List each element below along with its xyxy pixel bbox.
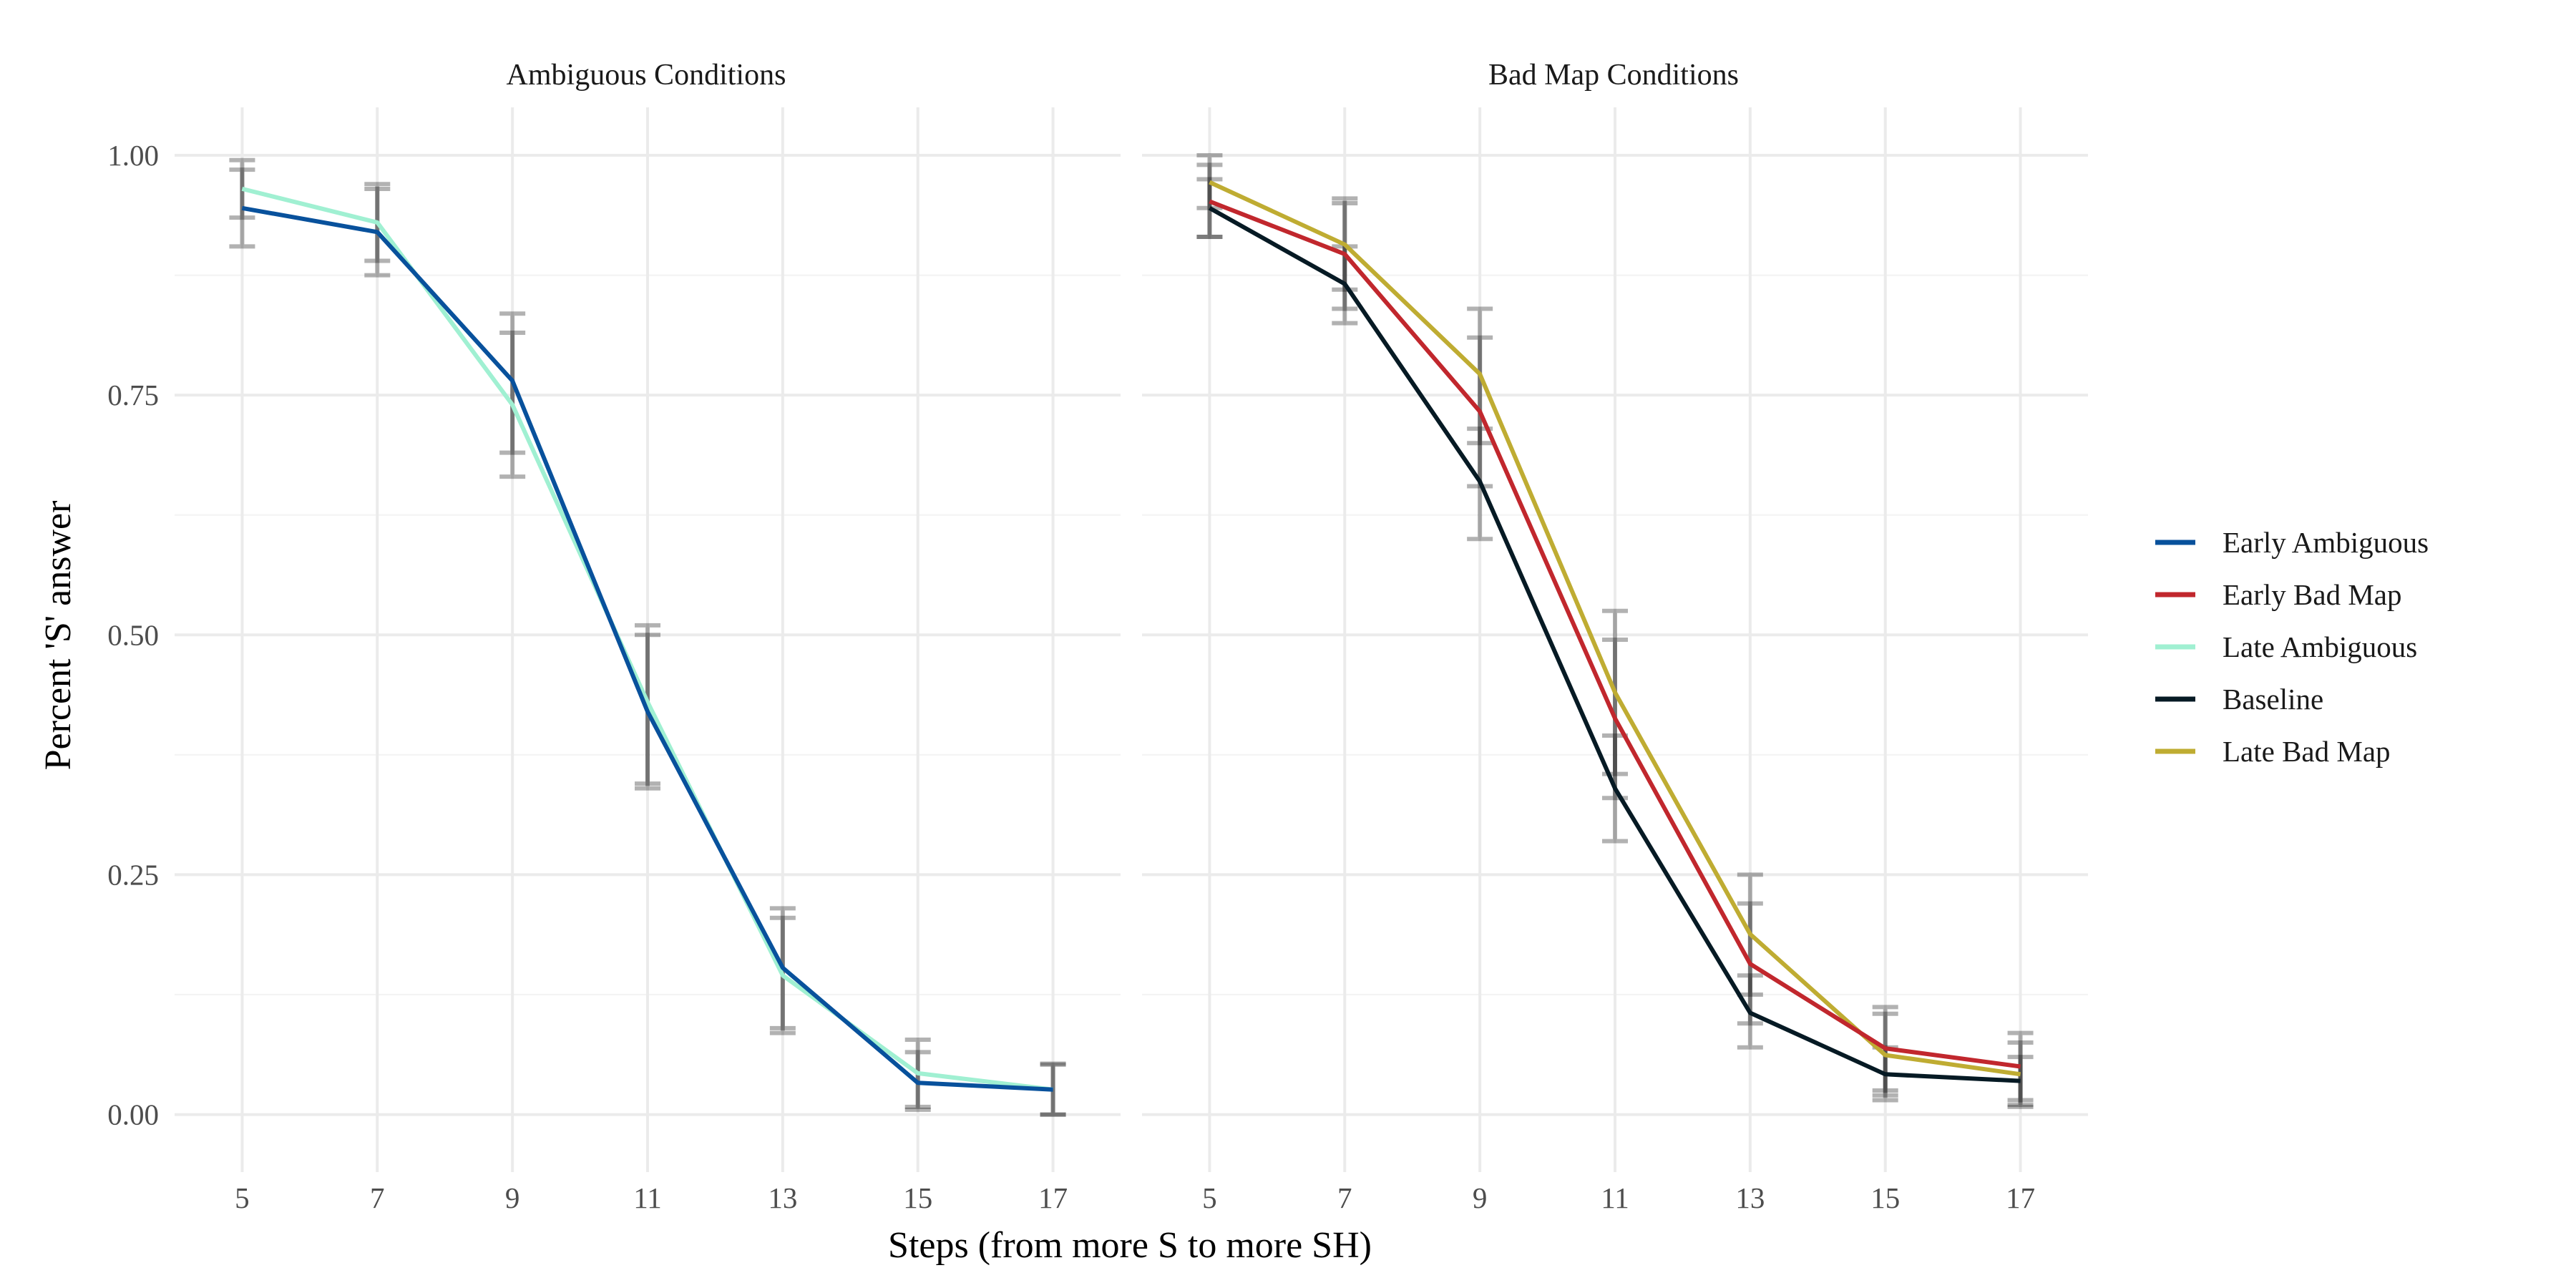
- legend-label: Early Ambiguous: [2223, 526, 2429, 559]
- x-tick-label: 7: [370, 1181, 385, 1214]
- series-line-late-ambiguous: [241, 186, 1053, 1092]
- legend-item-late-bad-map: Late Bad Map: [2155, 735, 2391, 768]
- series-line-late-bad-map: [1209, 180, 2021, 1077]
- x-axis-tick-labels: 5 7 9 11 13 15 17 5 7 9 11 13 15 17: [235, 1181, 2035, 1214]
- y-tick-label: 0.25: [107, 858, 159, 891]
- x-tick-label: 17: [2006, 1181, 2035, 1214]
- y-axis-title: Percent 'S' answer: [38, 501, 79, 771]
- legend-item-early-ambiguous: Early Ambiguous: [2155, 526, 2429, 559]
- panel-ambiguous-conditions: [175, 107, 1121, 1172]
- x-tick-label: 9: [505, 1181, 520, 1214]
- legend-label: Late Bad Map: [2223, 735, 2391, 768]
- y-tick-label: 0.75: [107, 379, 159, 411]
- error-bar-early-bad-map-5: [1196, 162, 1223, 239]
- panel-title-ambiguous: Ambiguous Conditions: [507, 59, 786, 92]
- x-tick-label: 7: [1337, 1181, 1352, 1214]
- x-tick-label: 13: [768, 1181, 797, 1214]
- legend: Early Ambiguous Early Bad Map Late Ambiguo…: [2155, 526, 2429, 768]
- series-line-early-bad-map: [1209, 199, 2021, 1069]
- x-axis-title: Steps (from more S to more SH): [888, 1225, 1372, 1266]
- legend-label: Early Bad Map: [2223, 578, 2401, 611]
- series-line-baseline: [1208, 206, 2021, 1083]
- panel-bad-map-conditions: [1142, 107, 2088, 1172]
- x-tick-label: 15: [1870, 1181, 1900, 1214]
- legend-item-late-ambiguous: Late Ambiguous: [2155, 630, 2417, 663]
- y-axis-tick-labels: 0.00 0.25 0.50 0.75 1.00: [107, 139, 159, 1131]
- x-tick-label: 5: [1202, 1181, 1217, 1214]
- y-tick-label: 0.50: [107, 618, 159, 651]
- panel-title-bad-map: Bad Map Conditions: [1488, 59, 1739, 92]
- x-tick-label: 11: [1601, 1181, 1629, 1214]
- y-tick-label: 0.00: [107, 1098, 159, 1131]
- x-tick-label: 13: [1735, 1181, 1765, 1214]
- legend-label: Late Ambiguous: [2223, 630, 2417, 663]
- x-tick-label: 11: [633, 1181, 661, 1214]
- series-line-early-ambiguous: [241, 205, 1053, 1092]
- y-tick-label: 1.00: [107, 139, 159, 172]
- legend-label: Baseline: [2223, 683, 2323, 716]
- legend-item-baseline: Baseline: [2155, 683, 2323, 716]
- x-tick-label: 5: [235, 1181, 250, 1214]
- x-tick-label: 17: [1038, 1181, 1068, 1214]
- legend-item-early-bad-map: Early Bad Map: [2155, 578, 2401, 611]
- x-tick-label: 9: [1473, 1181, 1488, 1214]
- x-tick-label: 15: [903, 1181, 932, 1214]
